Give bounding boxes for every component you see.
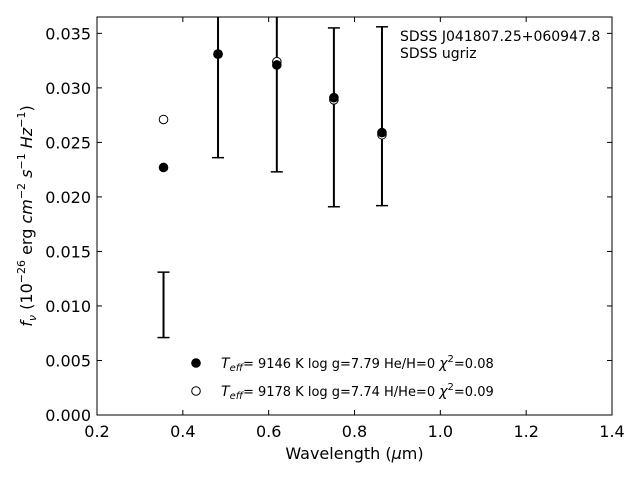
y-tick-label: 0.020: [45, 188, 91, 207]
y-tick-label: 0.010: [45, 297, 91, 316]
y-tick-label: 0.005: [45, 351, 91, 370]
x-tick-label: 0.2: [84, 422, 109, 441]
errorbar-r: [270, 17, 283, 173]
errorbar-i: [327, 27, 340, 208]
y-tick-label: 0.030: [45, 79, 91, 98]
plot-frame: [96, 16, 613, 416]
x-tick-label: 1.0: [428, 422, 453, 441]
photometry-annotation: SDSS ugriz: [400, 46, 477, 62]
y-tick-label: 0.015: [45, 242, 91, 261]
filled-point: [213, 49, 223, 59]
filled-point: [158, 162, 169, 173]
x-axis-label: Wavelength (μm): [285, 444, 423, 463]
legend-marker: [191, 358, 201, 368]
y-axis-label: fν (10−26 erg cm−2 s−1 Hz−1): [15, 105, 39, 326]
axis-ticks: 0.2 0.4 0.6 0.8 1.0 1.2 1.4 0.000 0.005 0.010 0.01…: [45, 17, 625, 441]
x-tick-label: 1.2: [513, 422, 538, 441]
filled-point: [377, 127, 387, 138]
legend-entry: Teff= 9146 K log g=7.79 He/H=0 χ2=0.08: [221, 354, 494, 374]
x-tick-label: 0.8: [342, 422, 367, 441]
object-name-annotation: SDSS J041807.25+060947.8: [400, 29, 600, 45]
legend-entry: Teff= 9178 K log g=7.74 H/He=0 χ2=0.09: [221, 382, 494, 402]
open-point: [158, 114, 169, 125]
y-tick-label: 0.025: [45, 133, 91, 152]
y-tick-label: 0.000: [45, 406, 91, 425]
errorbar-z: [375, 26, 388, 207]
errorbar-u: [157, 271, 170, 339]
x-tick-label: 0.6: [256, 422, 281, 441]
filled-point: [272, 60, 282, 70]
filled-point: [329, 92, 339, 103]
legend: Teff= 9146 K log g=7.79 He/H=0 χ2=0.08 Te…: [191, 354, 494, 402]
error-bars: [157, 17, 388, 339]
errorbar-g: [212, 17, 225, 159]
y-tick-label: 0.035: [45, 24, 91, 43]
x-tick-label: 0.4: [170, 422, 195, 441]
model-points: [158, 49, 387, 173]
svg-text:fν (10−26 erg cm−2 s−1 Hz−1): fν (10−26 erg cm−2 s−1 Hz−1): [15, 105, 39, 326]
legend-marker: [191, 386, 201, 396]
x-tick-label: 1.4: [599, 422, 624, 441]
